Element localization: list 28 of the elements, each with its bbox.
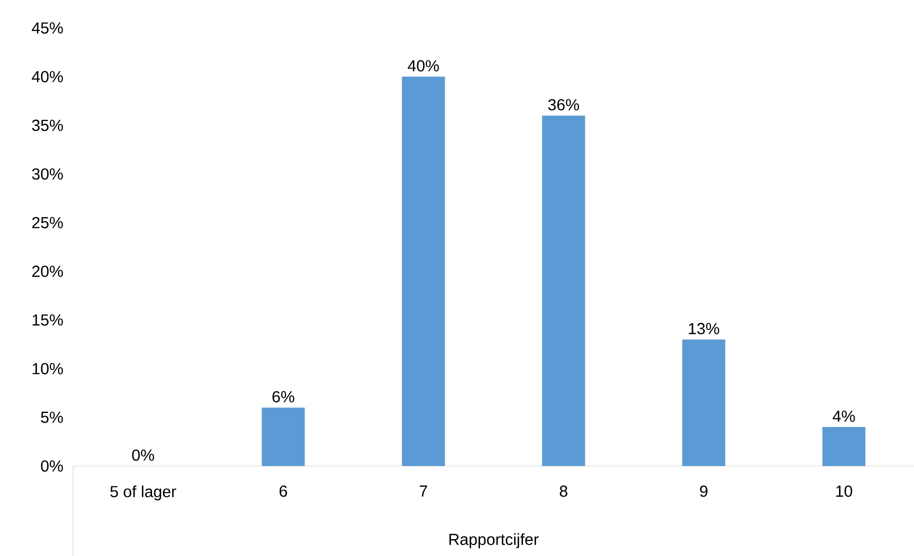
x-tick-label: 10 xyxy=(836,486,852,497)
bar xyxy=(402,76,445,466)
y-tick-label: 45% xyxy=(32,22,63,34)
x-tick-label: 9 xyxy=(700,486,708,497)
data-label: 36% xyxy=(548,99,580,110)
y-tick-label: 20% xyxy=(32,266,63,277)
y-tick-label: 30% xyxy=(32,168,63,180)
x-tick-label: 6 xyxy=(280,486,287,497)
x-tick-label: 7 xyxy=(420,486,428,497)
data-label: 4% xyxy=(832,410,855,422)
y-tick-label: 25% xyxy=(32,217,63,228)
y-tick-label: 0% xyxy=(40,460,63,472)
bar xyxy=(262,408,305,466)
y-tick-label: 35% xyxy=(32,120,63,131)
bar xyxy=(542,116,586,466)
y-tick-label: 40% xyxy=(32,71,63,82)
bar xyxy=(822,427,866,466)
data-label: 13% xyxy=(688,322,720,334)
x-tick-label: 8 xyxy=(560,486,568,497)
x-axis-title: Rapportcijfer xyxy=(449,533,539,548)
bar xyxy=(682,339,726,466)
data-label: 0% xyxy=(132,449,154,461)
data-label: 40% xyxy=(408,60,439,72)
y-tick-label: 15% xyxy=(32,314,63,326)
y-tick-label: 10% xyxy=(32,362,63,374)
x-tick-label: 5 of lager xyxy=(110,486,176,500)
y-tick-label: 5% xyxy=(40,412,63,423)
data-label: 6% xyxy=(272,391,294,402)
